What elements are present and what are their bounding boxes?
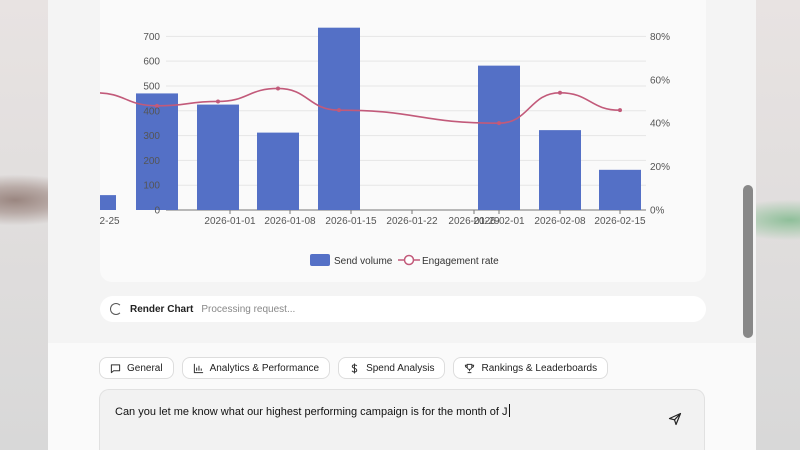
bar [478,65,520,211]
line-point [497,121,501,126]
y-right-tick-label: 20% [650,162,670,173]
y-right-tick-label: 60% [650,75,670,86]
y-left-tick-label: 500 [143,81,160,92]
legend-bar-label[interactable]: Send volume [334,256,393,267]
x-tick-label: 2026-01-01 [204,216,256,227]
bar [257,132,299,210]
trophy-icon [465,363,475,373]
x-tick-label: 2026-01-15 [325,216,377,227]
chip-label: Rankings & Leaderboards [481,362,598,374]
chip-general[interactable]: General [99,357,174,379]
dollar-icon [351,362,358,374]
x-tick-label: 2026-01-08 [264,216,316,227]
y-left-tick-label: 700 [143,32,160,43]
combo-chart: 0 100 200 300 400 500 600 700 0% 20% 40% 60% 80% 20… [100,27,670,267]
line-point [618,108,622,113]
x-tick-label: 2026-02-08 [534,216,586,227]
y-left-tick-label: 600 [143,57,160,68]
text-caret [508,404,510,417]
y-left-tick-label: 200 [143,156,160,167]
bar [100,195,116,210]
status-message: Processing request... [201,303,296,315]
x-tick-label: 2026-01-22 [386,216,438,227]
legend-bar-swatch[interactable] [310,254,330,266]
x-tick-label: 2026-02-01 [473,216,525,227]
suggestion-chips: General Analytics & Performance Spend An… [99,357,609,379]
send-icon[interactable] [668,412,682,426]
line-point [337,108,341,113]
y-left-tick-label: 400 [143,106,160,117]
chip-rankings[interactable]: Rankings & Leaderboards [453,357,609,379]
chip-label: General [127,362,163,374]
message-icon [110,363,121,373]
bar-chart-icon [193,363,203,373]
chip-label: Analytics & Performance [209,362,320,374]
x-tick-label: 2026-01-29 [448,216,500,227]
chart-card: 0 100 200 300 400 500 600 700 0% 20% 40% 60% 80% 20… [100,0,706,282]
chip-analytics[interactable]: Analytics & Performance [181,357,331,379]
bar [136,93,178,210]
y-left-tick-label: 300 [143,131,160,142]
line-point [276,86,280,91]
status-tool-name: Render Chart [130,303,194,315]
legend-line-marker [403,254,415,266]
bar [599,169,641,210]
x-tick-label: 2025-12-25 [100,216,120,227]
bar [197,104,239,210]
bar [539,130,581,210]
line-point [155,103,159,108]
legend-line-label[interactable]: Engagement rate [422,256,499,267]
line-point [558,90,562,95]
line-point [216,99,220,104]
tool-status-bar: Render Chart Processing request... [100,296,706,322]
y-left-tick-label: 100 [143,181,160,192]
engagement-line [100,87,621,124]
y-right-tick-label: 80% [650,32,670,43]
loading-spinner-icon [110,303,122,315]
message-input-text: Can you let me know what our highest per… [115,406,508,418]
chip-spend[interactable]: Spend Analysis [338,357,446,379]
y-left-tick-label: 0 [154,206,160,217]
message-input[interactable]: Can you let me know what our highest per… [99,389,705,450]
y-right-tick-label: 40% [650,119,670,130]
x-tick-label: 2026-02-15 [594,216,646,227]
bar [318,27,360,210]
chip-label: Spend Analysis [366,362,435,374]
scrollbar-thumb[interactable] [743,185,753,338]
y-right-tick-label: 0% [650,206,665,217]
